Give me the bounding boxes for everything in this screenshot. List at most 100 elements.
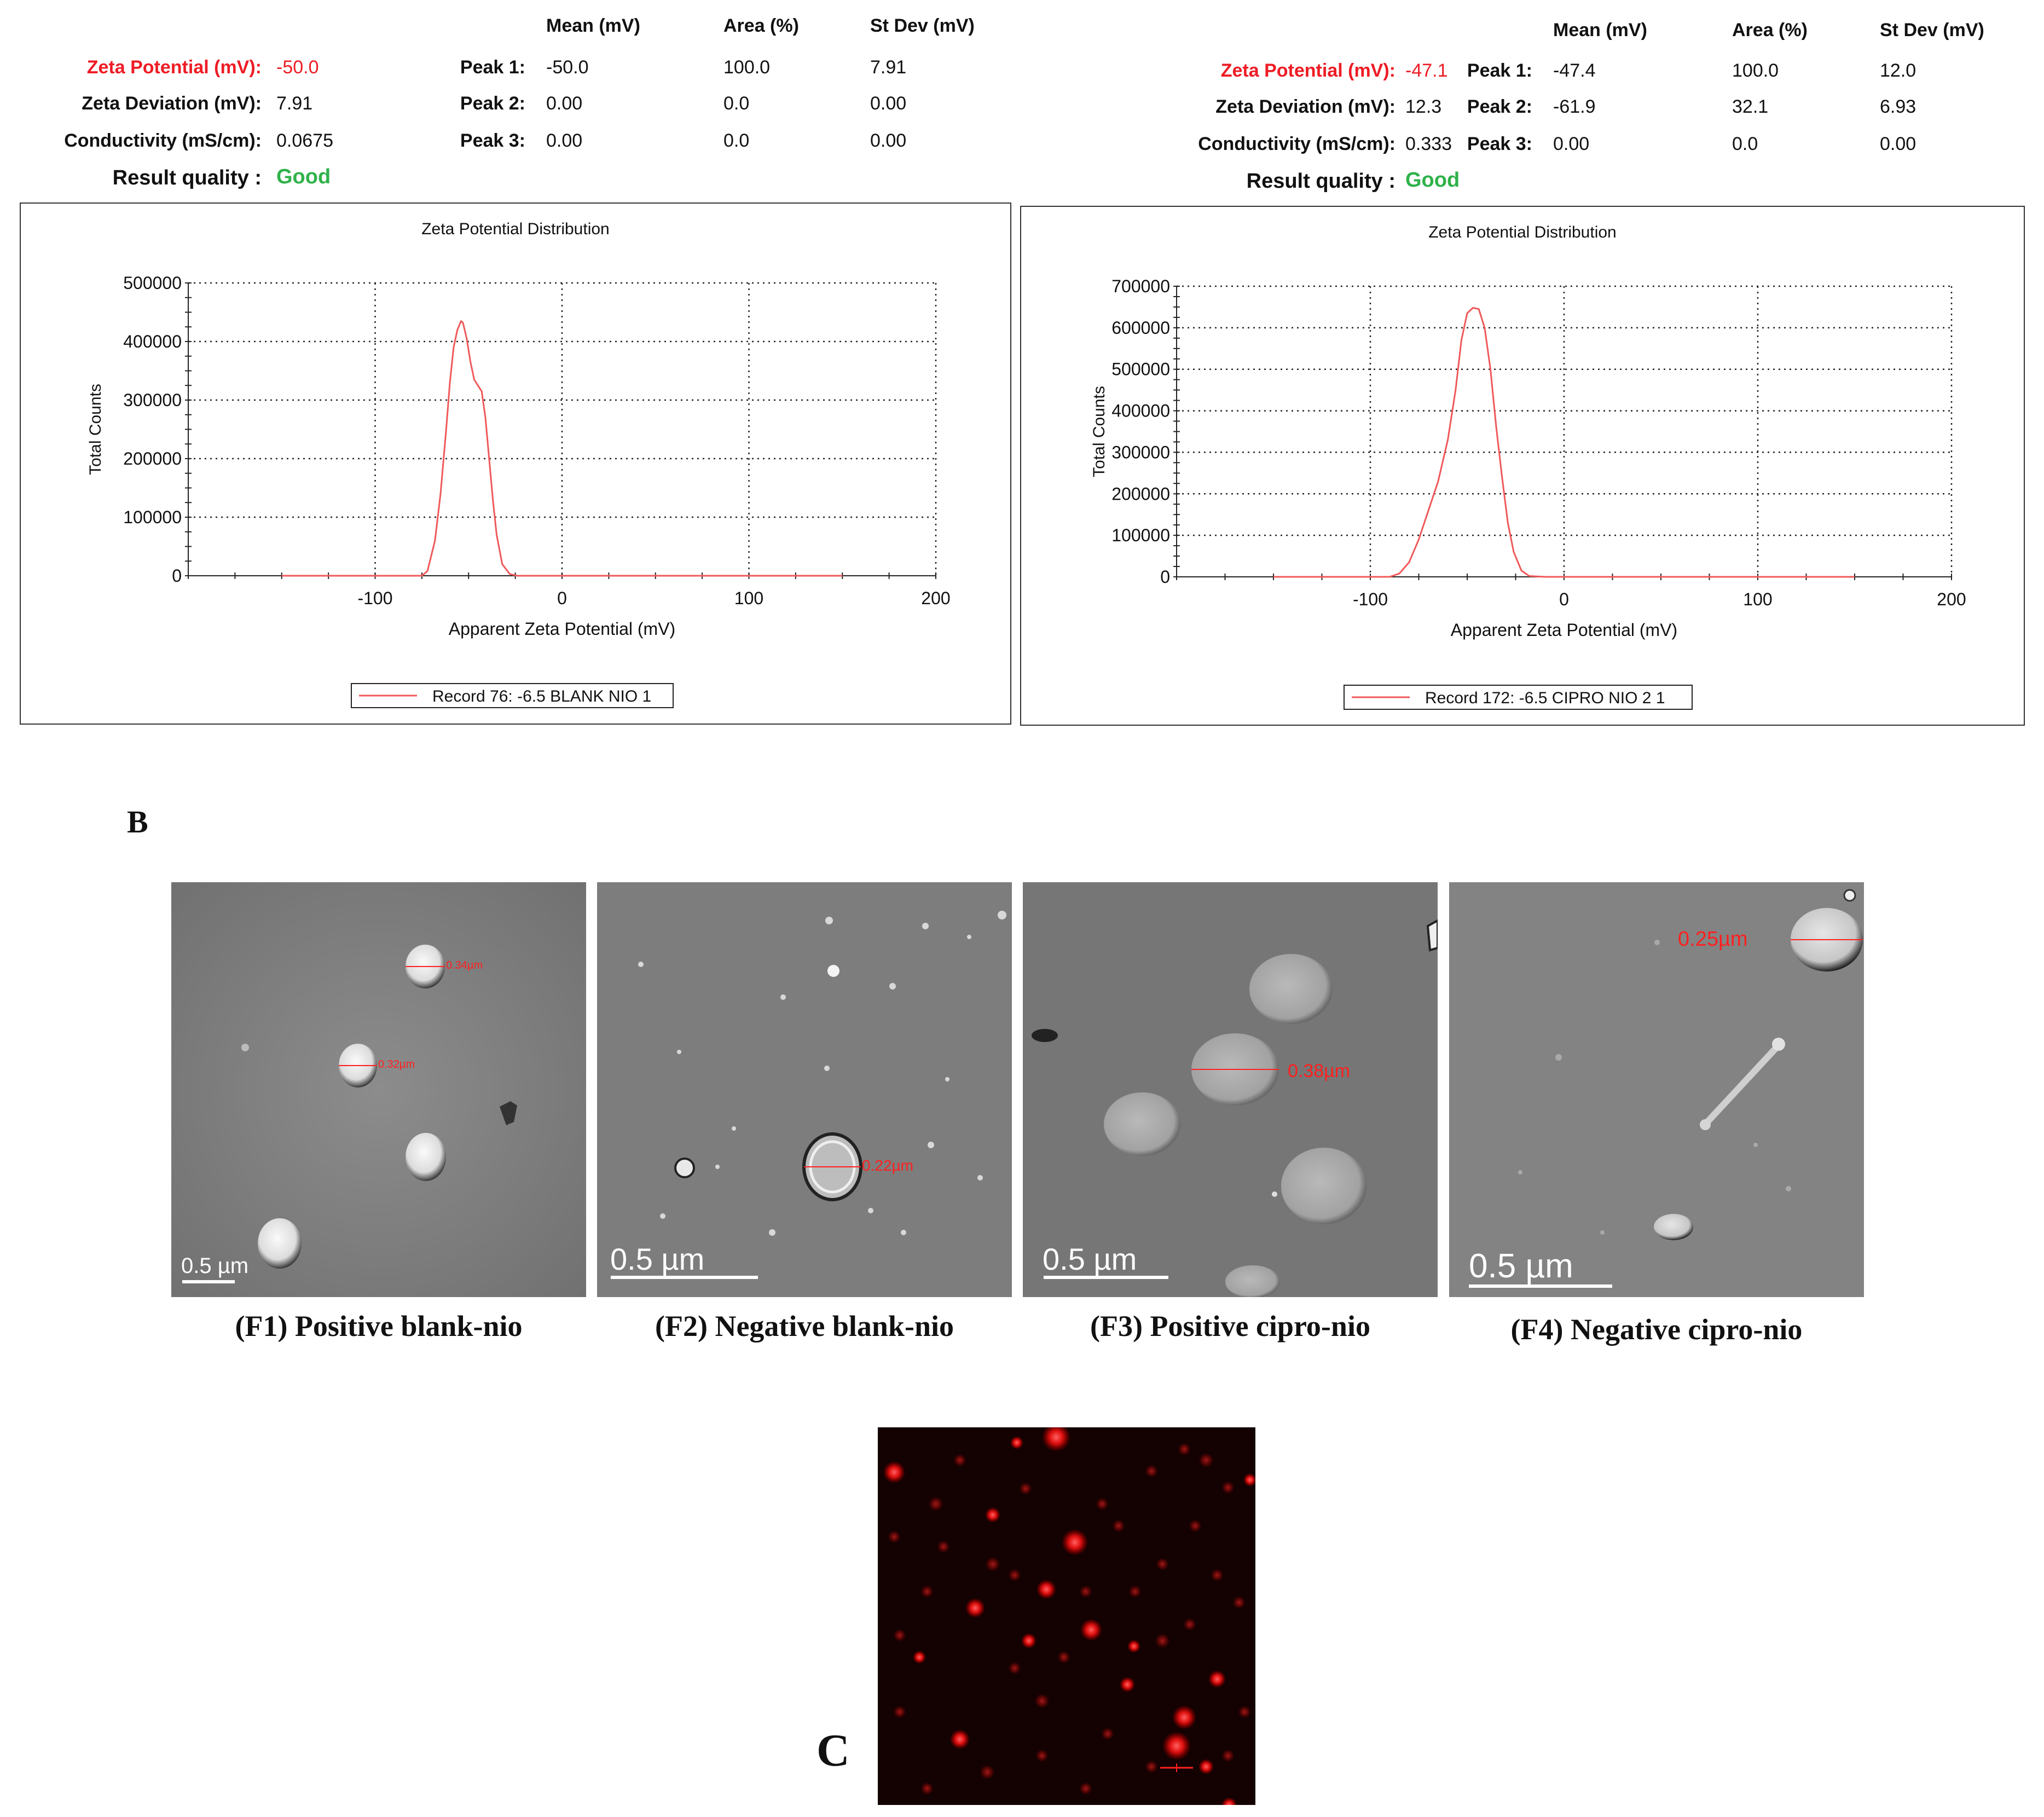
peak-header-stdev: St Dev (mV) bbox=[1880, 20, 1984, 40]
zeta-chart-right: Zeta Potential Distribution -100 0 100 200 0… bbox=[1020, 206, 2025, 726]
y-axis-label: Total Counts bbox=[1090, 386, 1108, 477]
fluorescent-vesicle bbox=[883, 1461, 905, 1483]
fluorescent-vesicle bbox=[1189, 1519, 1202, 1532]
fluorescent-vesicle bbox=[893, 1705, 906, 1718]
zeta-potential-label: Zeta Potential (mV): bbox=[86, 57, 262, 78]
fluorescent-vesicle bbox=[1238, 1705, 1251, 1718]
scale-bar-label: 0.5 µm bbox=[610, 1242, 704, 1276]
result-quality-label: Result quality : bbox=[112, 166, 262, 189]
result-quality-value: Good bbox=[1405, 169, 1460, 192]
x-tick-label: 0 bbox=[1559, 589, 1569, 609]
fluorescent-vesicle bbox=[1010, 1436, 1023, 1449]
y-tick-label: 300000 bbox=[1111, 442, 1170, 462]
tem-image-f4: 0.25µm 0.5 µm bbox=[1449, 882, 1864, 1297]
zeta-distribution-plot-left: -100 0 100 200 0 100000 200000 300000 400000 5000… bbox=[86, 273, 951, 708]
fluorescent-vesicle bbox=[965, 1598, 985, 1618]
fluorescent-vesicle bbox=[1243, 1473, 1255, 1486]
legend-label: Record 172: -6.5 CIPRO NIO 2 1 bbox=[1425, 689, 1665, 707]
fluorescent-vesicle bbox=[1183, 1618, 1196, 1631]
fluorescent-vesicle bbox=[1101, 1727, 1114, 1740]
fluorescent-vesicle bbox=[1178, 1443, 1191, 1456]
y-tick-label: 600000 bbox=[1111, 318, 1170, 338]
peak-3-stdev: 0.00 bbox=[1880, 134, 1916, 154]
y-tick-label: 0 bbox=[172, 566, 182, 586]
chart-title: Zeta Potential Distribution bbox=[421, 220, 610, 238]
peak-2-stdev: 0.00 bbox=[870, 93, 907, 114]
fluorescent-vesicle bbox=[937, 1540, 950, 1553]
peak-2-mean: -61.9 bbox=[1553, 96, 1596, 117]
chart-title: Zeta Potential Distribution bbox=[1428, 223, 1617, 241]
peak-1-stdev: 7.91 bbox=[870, 57, 907, 78]
y-tick-label: 200000 bbox=[1111, 484, 1170, 504]
fluorescent-vesicle bbox=[913, 1651, 926, 1664]
fluorescent-vesicle bbox=[950, 1729, 970, 1749]
zeta-chart-left: Zeta Potential Distribution -100 0 100 200 0… bbox=[20, 202, 1011, 725]
y-tick-label: 700000 bbox=[1111, 276, 1170, 296]
peak-3-mean: 0.00 bbox=[1553, 134, 1590, 154]
zeta-potential-value: -50.0 bbox=[276, 57, 319, 78]
fluorescent-vesicle bbox=[1155, 1633, 1170, 1648]
peak-2-mean: 0.00 bbox=[546, 93, 583, 114]
legend-label: Record 76: -6.5 BLANK NIO 1 bbox=[432, 687, 651, 705]
y-axis-label: Total Counts bbox=[86, 384, 105, 475]
size-label: 0.34µm bbox=[446, 959, 483, 971]
tem-image-f3: 0.38µm 0.5 µm bbox=[1023, 882, 1438, 1297]
y-tick-label: 100000 bbox=[1111, 525, 1170, 545]
peak-2-area: 32.1 bbox=[1732, 96, 1769, 117]
peak-2-stdev: 6.93 bbox=[1880, 96, 1916, 117]
fluorescent-vesicle bbox=[1008, 1569, 1021, 1582]
fluorescent-vesicle bbox=[920, 1585, 934, 1598]
fluorescent-vesicle bbox=[1079, 1585, 1092, 1598]
y-tick-label: 0 bbox=[1160, 567, 1170, 587]
fluorescent-vesicle bbox=[920, 1782, 934, 1795]
y-tick-label: 400000 bbox=[1111, 401, 1170, 421]
zeta-potential-value: -47.1 bbox=[1405, 60, 1448, 81]
peak-3-area: 0.0 bbox=[1732, 134, 1758, 154]
panel-c-letter: C bbox=[817, 1725, 850, 1776]
fluorescent-vesicle bbox=[985, 1507, 1000, 1523]
size-label: 0.25µm bbox=[1678, 928, 1748, 951]
x-tick-label: 0 bbox=[557, 588, 567, 608]
x-axis-label: Apparent Zeta Potential (mV) bbox=[1451, 620, 1677, 640]
size-label: 0.38µm bbox=[1288, 1061, 1350, 1081]
fluorescent-vesicle bbox=[1127, 1640, 1140, 1653]
series-line bbox=[281, 320, 843, 577]
peak-1-stdev: 12.0 bbox=[1880, 60, 1916, 81]
x-axis-label: Apparent Zeta Potential (mV) bbox=[449, 619, 675, 639]
caption-f3: (F3) Positive cipro-nio bbox=[1090, 1310, 1370, 1343]
tem-image-f2: 0.22µm 0.5 µm bbox=[597, 882, 1012, 1297]
fluorescent-vesicle bbox=[1096, 1497, 1109, 1511]
zeta-deviation-value: 12.3 bbox=[1405, 96, 1442, 117]
peak-1-mean: -47.4 bbox=[1553, 60, 1596, 81]
result-quality-value: Good bbox=[276, 165, 331, 188]
fluorescent-vesicle bbox=[1221, 1481, 1235, 1494]
fluorescent-vesicle bbox=[888, 1530, 901, 1543]
zeta-deviation-label: Zeta Deviation (mV): bbox=[1215, 96, 1396, 117]
fluorescent-vesicle bbox=[985, 1556, 1000, 1572]
size-label: 0.32µm bbox=[378, 1058, 415, 1070]
fluorescent-vesicle bbox=[1128, 1585, 1142, 1598]
y-tick-label: 200000 bbox=[123, 449, 182, 468]
conductivity-label: Conductivity (mS/cm): bbox=[1198, 134, 1396, 154]
x-tick-label: -100 bbox=[1353, 589, 1388, 609]
y-tick-label: 100000 bbox=[123, 507, 182, 527]
conductivity-value: 0.0675 bbox=[276, 130, 333, 151]
fluorescent-vesicle bbox=[1221, 1749, 1235, 1762]
fluorescent-vesicle bbox=[928, 1496, 943, 1512]
scale-bar-label: 0.5 µm bbox=[1469, 1247, 1573, 1285]
caption-f1: (F1) Positive blank-nio bbox=[235, 1310, 523, 1343]
stats-block-right: Zeta Potential (mV): -47.1 Zeta Deviatio… bbox=[1018, 0, 2044, 197]
peak-3-label: Peak 3: bbox=[460, 130, 525, 151]
fluorescent-vesicle bbox=[1062, 1529, 1088, 1555]
zeta-distribution-plot-right: -100 0 100 200 0 100000 200000 300000 400000 5000… bbox=[1090, 276, 1966, 710]
peak-header-area: Area (%) bbox=[1732, 20, 1808, 40]
scale-bar-label: 0.5 µm bbox=[181, 1254, 248, 1278]
fluorescent-vesicle bbox=[1019, 1482, 1032, 1495]
fluorescence-image bbox=[878, 1427, 1255, 1805]
peak-3-label: Peak 3: bbox=[1467, 134, 1532, 154]
fluorescent-vesicle bbox=[1057, 1651, 1070, 1664]
fluorescent-vesicle bbox=[1208, 1670, 1226, 1688]
result-quality-label: Result quality : bbox=[1246, 170, 1396, 193]
caption-f4: (F4) Negative cipro-nio bbox=[1510, 1313, 1803, 1346]
tem-image-f1: 0.34µm 0.32µm 0.5 µm bbox=[171, 882, 586, 1297]
